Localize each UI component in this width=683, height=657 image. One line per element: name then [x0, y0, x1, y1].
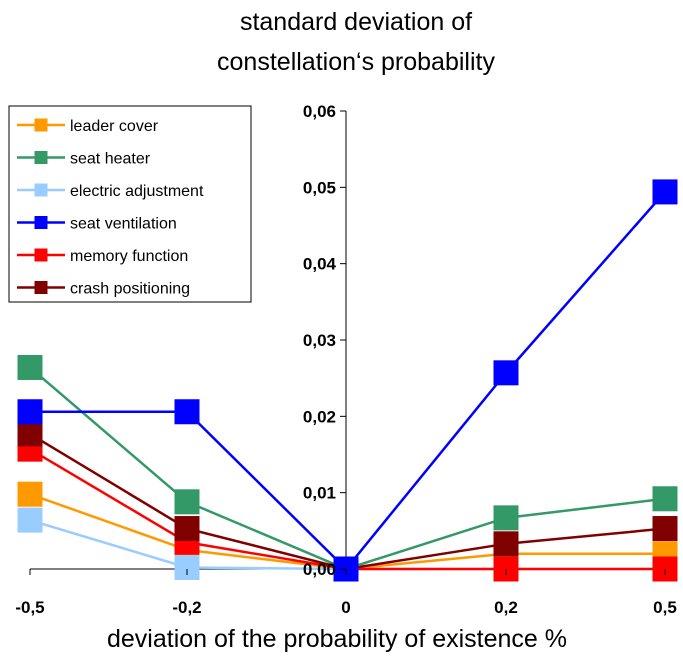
data-point — [174, 399, 200, 425]
y-tick-label: 0,00 — [303, 560, 336, 579]
y-tick-label: 0,01 — [303, 484, 336, 503]
data-point — [17, 421, 43, 447]
data-point — [174, 554, 200, 580]
data-point — [652, 516, 678, 542]
legend: leader cover seat heater electric adjustme… — [8, 105, 252, 303]
legend-box — [8, 105, 252, 303]
data-point — [174, 489, 200, 515]
legend-swatch-marker — [34, 151, 48, 164]
data-point — [493, 505, 519, 531]
y-tick-label: 0,06 — [303, 102, 336, 121]
data-point — [17, 399, 43, 425]
legend-entry-label: electric adjustment — [70, 183, 204, 200]
x-axis-label: deviation of the probability of existenc… — [107, 625, 567, 653]
x-tick-label: 0 — [341, 598, 350, 617]
legend-entry-label: memory function — [70, 248, 188, 265]
y-tick-label: 0,03 — [303, 331, 336, 350]
legend-swatch-marker — [34, 216, 48, 229]
x-tick-label: 0,5 — [653, 598, 677, 617]
data-point — [652, 179, 678, 205]
y-tick-label: 0,04 — [303, 255, 337, 274]
legend-entry-label: leader cover — [70, 118, 159, 135]
legend-swatch-marker — [34, 183, 48, 197]
chart-title-line-1: standard deviation of — [240, 8, 472, 36]
data-point — [493, 531, 519, 557]
legend-swatch-marker — [34, 281, 48, 294]
data-point — [652, 486, 678, 512]
x-tick-label: 0,2 — [494, 598, 518, 617]
data-point — [17, 507, 43, 533]
legend-swatch-marker — [34, 118, 48, 132]
y-tick-label: 0,02 — [303, 407, 336, 426]
x-tick-label: -0,5 — [15, 598, 44, 617]
chart-title-line-2: constellation‘s probability — [217, 48, 495, 76]
data-point — [493, 360, 519, 386]
legend-entry-label: crash positioning — [70, 281, 190, 298]
data-point — [17, 354, 43, 380]
data-point — [17, 481, 43, 507]
x-tick-label: -0,2 — [172, 598, 201, 617]
data-point — [174, 516, 200, 542]
y-tick-label: 0,05 — [303, 178, 336, 197]
legend-entry-label: seat heater — [70, 151, 151, 168]
legend-swatch-marker — [34, 248, 48, 262]
legend-entry-label: seat ventilation — [70, 216, 177, 233]
ticks-layer: 0,00 0,01 0,02 0,03 0,04 0,05 0,06 -0,5 -0,2 0 0,2… — [15, 102, 676, 617]
series-layer — [17, 179, 678, 582]
